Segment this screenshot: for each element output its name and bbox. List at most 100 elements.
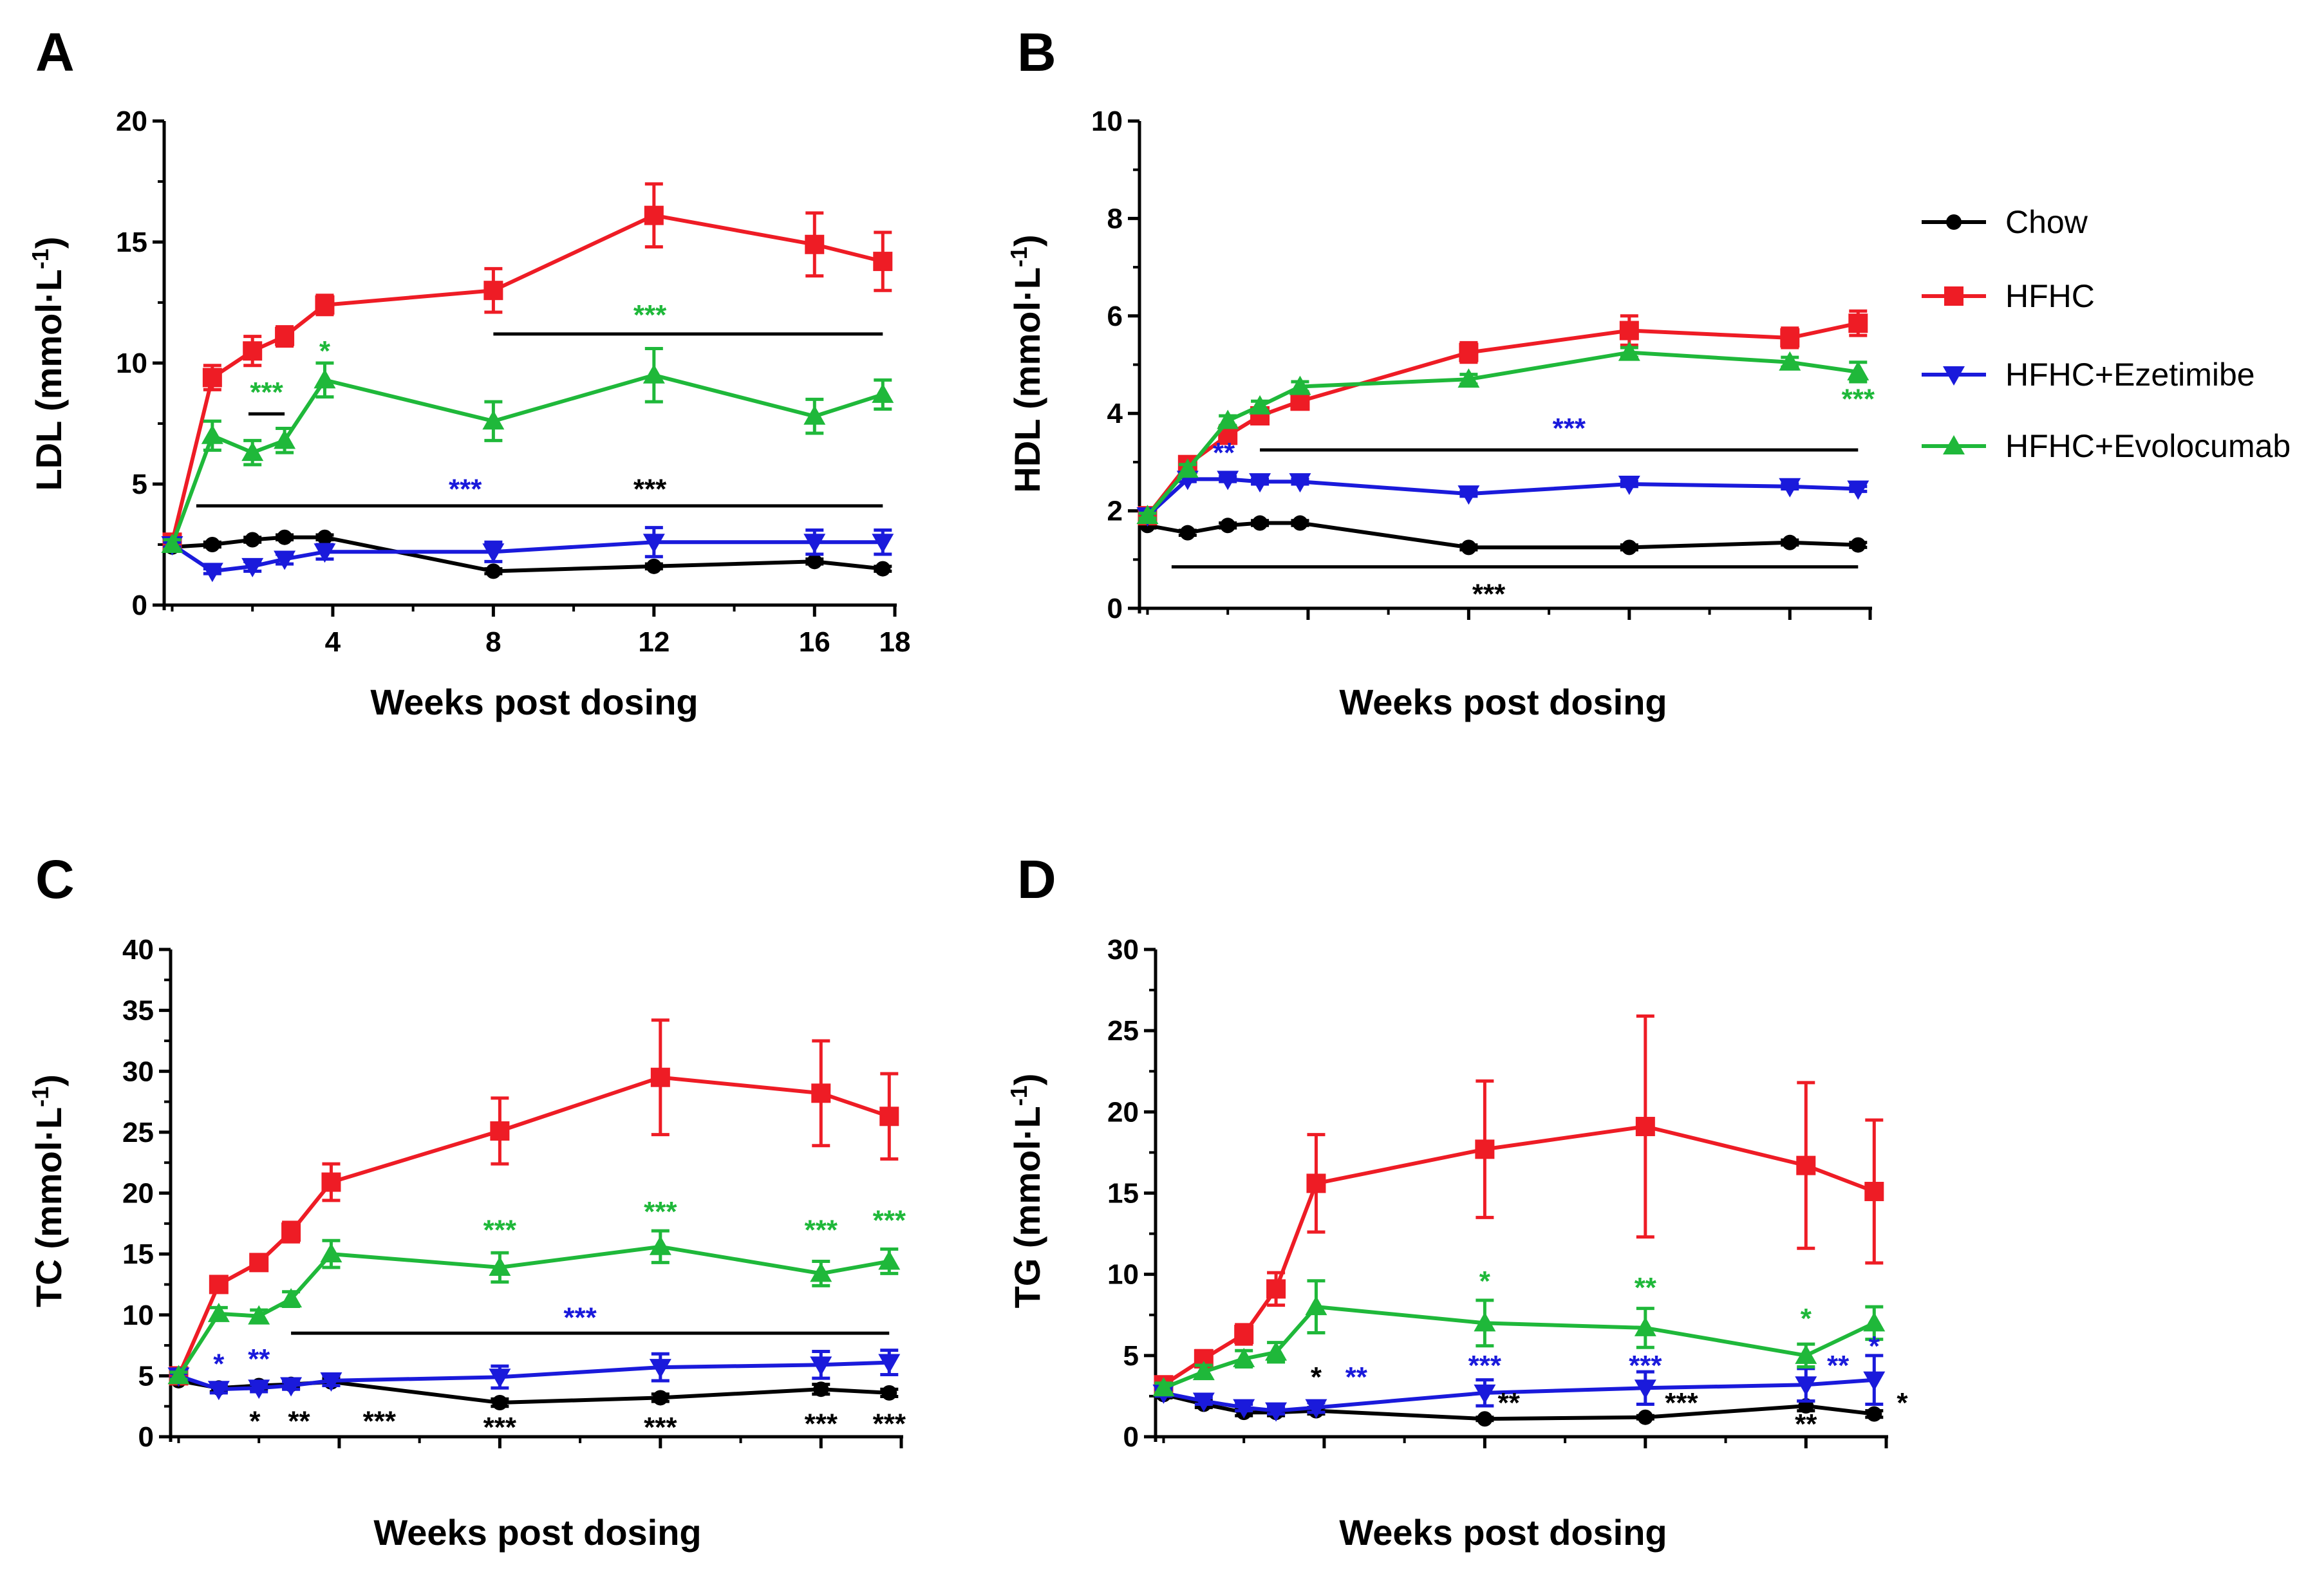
panel-a-hfhc-point bbox=[873, 252, 893, 272]
legend-evolocumab-label: HFHC+Evolocumab bbox=[2005, 428, 2291, 464]
panel-c-ezetimibe-point bbox=[207, 1381, 230, 1401]
panel-d-y-label-sup: -1 bbox=[1006, 1085, 1032, 1106]
panel-c-hfhc-point bbox=[321, 1172, 341, 1192]
panel-c-hfhc-point bbox=[209, 1275, 229, 1294]
panel-d-significance-label: * bbox=[1869, 1331, 1880, 1362]
panel-d-hfhc-point bbox=[1635, 1117, 1655, 1137]
panel-d-y-tick-label: 20 bbox=[1107, 1096, 1139, 1128]
panel-d-x-axis-title: Weeks post dosing bbox=[1339, 1512, 1667, 1553]
panel-c-hfhc-point bbox=[650, 1067, 670, 1087]
panel-a-y-label-sup: -1 bbox=[27, 248, 53, 269]
panel-d-y-tick-label: 0 bbox=[1123, 1421, 1139, 1453]
panel-d-evolocumab-point bbox=[1634, 1316, 1656, 1336]
panel-a-letter: A bbox=[35, 22, 75, 82]
panel-a-plot bbox=[161, 182, 894, 583]
panel-a-chow-point bbox=[204, 537, 220, 552]
panel-b-ezetimibe-point bbox=[1618, 475, 1640, 495]
panel-a-ezetimibe-point bbox=[201, 563, 223, 583]
panel-d-hfhc-point bbox=[1796, 1155, 1816, 1175]
panel-a-ezetimibe-point bbox=[482, 543, 505, 563]
panel-c-y-tick-label: 35 bbox=[122, 995, 154, 1027]
panel-b-y-tick-label: 2 bbox=[1107, 496, 1123, 527]
panel-c-ezetimibe-point bbox=[320, 1372, 342, 1392]
panel-a-hfhc-point bbox=[483, 281, 503, 301]
panel-d-evolocumab-point bbox=[1233, 1347, 1255, 1367]
panel-b-ezetimibe-point bbox=[1779, 478, 1801, 498]
panel-c-ezetimibe-point bbox=[878, 1354, 901, 1374]
panel-b-evolocumab-point bbox=[1176, 458, 1199, 478]
panel-b-evolocumab-point bbox=[1779, 351, 1801, 371]
panel-a-y-label-close: ) bbox=[28, 237, 69, 249]
panel-c-ezetimibe-point bbox=[810, 1356, 832, 1376]
panel-c-letter: C bbox=[35, 849, 75, 910]
panel-c-y-label: TC (mmol·L bbox=[28, 1107, 69, 1307]
panel-d-y-label-close: ) bbox=[1007, 1074, 1047, 1086]
panel-a-significance-label: *** bbox=[250, 377, 283, 408]
panel-c-y-axis-title: TC (mmol·L-1) bbox=[27, 1074, 70, 1307]
panel-d-significance-label: *** bbox=[1629, 1350, 1662, 1381]
panel-a-y-tick-label: 0 bbox=[132, 590, 147, 621]
panel-c-y-tick-label: 25 bbox=[122, 1117, 154, 1148]
panel-b-x-axis-title: Weeks post dosing bbox=[1339, 682, 1667, 722]
panel-a-hfhc-point bbox=[275, 326, 295, 346]
panel-d-letter: D bbox=[1017, 849, 1056, 910]
panel-a-y-tick-label: 20 bbox=[116, 106, 147, 137]
panel-a-significance-bars bbox=[196, 332, 883, 508]
panel-b-hfhc-point bbox=[1780, 328, 1800, 348]
panel-b-hfhc-point bbox=[1619, 321, 1639, 341]
panel-c-significance-label: * bbox=[213, 1349, 225, 1380]
panel-c-significance-label: *** bbox=[644, 1196, 677, 1228]
panel-b-y-tick-label: 0 bbox=[1107, 593, 1123, 624]
panel-b-y-tick-label: 4 bbox=[1107, 398, 1123, 429]
legend-item-hfhc: HFHC bbox=[1922, 278, 2095, 314]
panel-c-chow-point bbox=[813, 1381, 829, 1397]
panel-d-hfhc-point bbox=[1266, 1279, 1286, 1299]
panel-d-chow-point bbox=[1637, 1409, 1653, 1425]
panel-d-ezetimibe-point bbox=[1305, 1399, 1327, 1419]
panel-d-significance-label: ** bbox=[1795, 1408, 1817, 1440]
panel-d-hfhc-point bbox=[1864, 1181, 1884, 1201]
panel-c-evolocumab-line bbox=[176, 1244, 890, 1378]
panel-a-significance-label: *** bbox=[449, 474, 482, 505]
panel-b-evolocumab-point bbox=[1847, 360, 1870, 380]
panel-b-axes: 0 2 4 6 8 10 bbox=[1091, 106, 1872, 624]
panel-d-hfhc-point bbox=[1306, 1173, 1326, 1193]
panel-b-y-label-sup: -1 bbox=[1006, 247, 1032, 267]
panel-d-significance-label: *** bbox=[1665, 1387, 1698, 1419]
panel-a: A LDL (mmol·L-1) Weeks post dosing 0 5 10 1… bbox=[27, 22, 911, 722]
legend-ezetimibe-marker-shape bbox=[1943, 366, 1965, 386]
panel-c-evolocumab-point bbox=[649, 1235, 671, 1255]
panel-b-significance-label: *** bbox=[1553, 413, 1586, 444]
panel-b-evolocumab-point bbox=[1457, 368, 1480, 388]
panel-b-significance-label: *** bbox=[1842, 384, 1875, 415]
panel-c-chow-point bbox=[652, 1390, 668, 1406]
panel-c-hfhc-point bbox=[811, 1083, 831, 1103]
panel-b-y-label-close: ) bbox=[1007, 234, 1047, 247]
panel-c-evolocumab-point bbox=[489, 1256, 511, 1276]
panel-a-axes: 0 5 10 15 20 4 8 12 16 18 bbox=[116, 106, 910, 658]
panel-b-hfhc-point bbox=[1848, 313, 1868, 333]
legend-chow-marker bbox=[1946, 214, 1962, 230]
panel-c-evolocumab-point bbox=[248, 1305, 270, 1325]
panel-a-ezetimibe-point bbox=[241, 557, 264, 577]
panel-a-y-tick-label: 5 bbox=[132, 469, 147, 500]
panel-a-significance-label: *** bbox=[633, 299, 667, 331]
panel-b-evolocumab-point bbox=[1136, 505, 1159, 525]
panel-b-hfhc-point bbox=[1459, 342, 1479, 362]
panel-d-ezetimibe-point bbox=[1192, 1392, 1215, 1412]
panel-d-hfhc-point bbox=[1234, 1325, 1254, 1345]
panel-d-hfhc-line bbox=[1162, 1125, 1875, 1387]
panel-a-chow-point bbox=[875, 561, 891, 577]
panel-d-ezetimibe-point bbox=[1474, 1384, 1496, 1404]
panel-a-ezetimibe-point bbox=[803, 534, 826, 554]
panel-c-plot bbox=[167, 1018, 901, 1411]
panel-c: C TC (mmol·L-1) Weeks post dosing 0 5 10 15… bbox=[27, 849, 906, 1553]
panel-d-hfhc-point bbox=[1475, 1139, 1495, 1159]
panel-c-significance-label: *** bbox=[805, 1214, 838, 1246]
panel-d-evolocumab-line bbox=[1163, 1305, 1875, 1390]
panel-d-significance-label: * bbox=[1311, 1361, 1322, 1393]
panel-d-significance-label: ** bbox=[1827, 1350, 1850, 1381]
panel-d: D TG (mmol·L-1) Weeks post dosing 0 5 10 15… bbox=[1006, 849, 1909, 1553]
panel-c-evolocumab-point bbox=[320, 1243, 342, 1263]
panel-a-evolocumab-point bbox=[161, 534, 183, 553]
